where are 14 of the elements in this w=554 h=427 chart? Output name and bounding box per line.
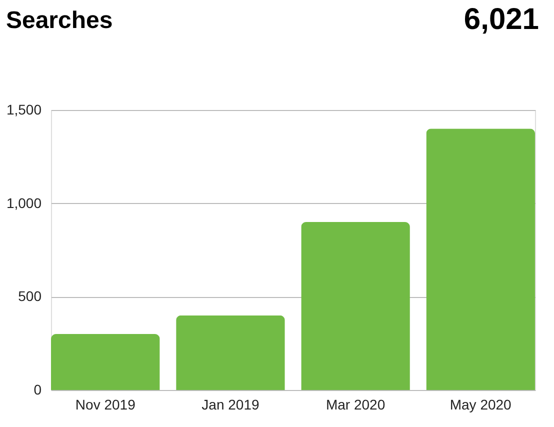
y-tick-label: 0 xyxy=(34,382,42,398)
bar xyxy=(176,315,285,390)
x-tick-label: Jan 2019 xyxy=(202,396,260,412)
y-tick-label: 500 xyxy=(18,288,42,304)
bar xyxy=(301,222,410,390)
y-tick-label: 1,500 xyxy=(6,102,42,118)
text: 6,021 xyxy=(464,3,539,36)
bar xyxy=(426,128,535,390)
chart-title: Searches xyxy=(6,7,113,34)
x-tick-label: Nov 2019 xyxy=(75,396,136,412)
bar xyxy=(51,334,160,390)
y-tick-label: 1,000 xyxy=(6,194,42,211)
x-tick-label: May 2020 xyxy=(450,396,512,412)
x-tick-label: Mar 2020 xyxy=(326,396,386,412)
